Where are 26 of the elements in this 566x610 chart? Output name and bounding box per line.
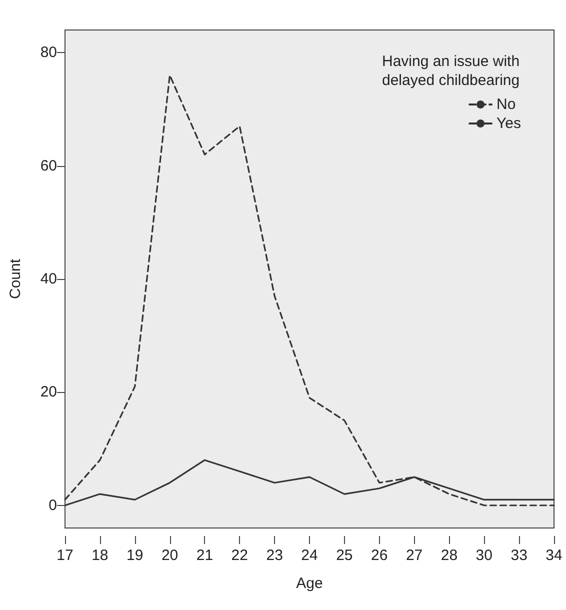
x-tick-label: 27 — [406, 547, 423, 564]
x-tick-label: 28 — [440, 547, 458, 564]
x-tick-label: 22 — [231, 547, 248, 564]
x-tick-label: 26 — [371, 547, 388, 564]
line-series — [64, 74, 555, 506]
y-tick-label: 0 — [48, 496, 57, 514]
x-tick-label: 17 — [56, 547, 74, 564]
x-tick-label: 25 — [336, 547, 353, 564]
x-tick-label: 18 — [92, 547, 108, 564]
legend-label: Yes — [496, 115, 522, 132]
x-tick-label: 30 — [476, 547, 492, 564]
x-tick-label: 24 — [301, 547, 318, 564]
x-tick-label: 34 — [546, 547, 562, 564]
x-tick-label: 33 — [510, 547, 528, 564]
x-tick-label: 19 — [126, 547, 144, 564]
y-tick-label: 20 — [40, 384, 57, 401]
x-axis-title: Age — [296, 575, 323, 592]
y-tick-label: 80 — [40, 44, 57, 62]
x-tick-label: 21 — [196, 547, 214, 564]
legend-title: Having an issue with delayed childbearing — [382, 53, 524, 89]
legend-label: No — [496, 96, 516, 113]
y-axis-title: Count — [7, 258, 24, 300]
x-tick-label: 20 — [161, 547, 178, 564]
x-tick-label: 23 — [266, 547, 283, 564]
y-tick-label: 60 — [40, 157, 57, 174]
y-tick-label: 40 — [40, 270, 57, 288]
